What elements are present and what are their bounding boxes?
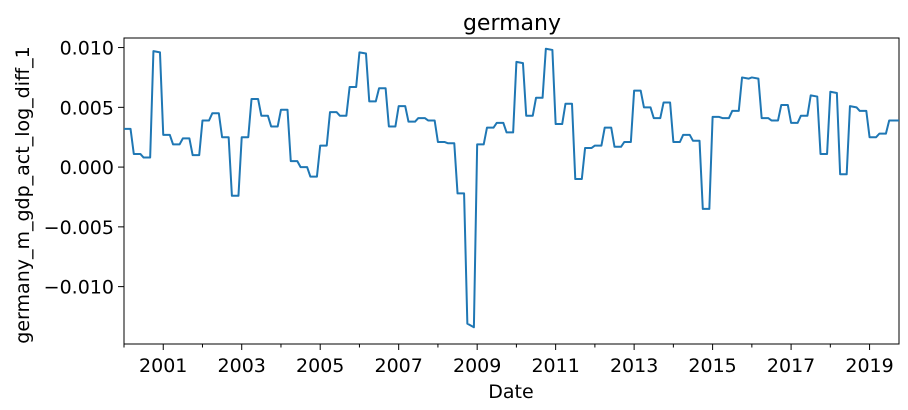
y-tick-label: 0.005: [60, 97, 114, 119]
y-tick-label: 0.000: [60, 157, 114, 179]
series-line-germany: [124, 47, 899, 329]
plot-area: −0.010 −0.005 0.000 0.005 0.010 2001 2003 2005…: [44, 37, 900, 377]
x-tick-label: 2015: [688, 355, 736, 377]
x-tick-label: 2007: [375, 355, 423, 377]
x-tick-label: 2001: [139, 355, 187, 377]
x-tick-label: 2003: [218, 355, 266, 377]
x-tick-label: 2017: [767, 355, 815, 377]
chart-title: germany: [463, 11, 561, 36]
y-tick-label: −0.005: [44, 217, 114, 239]
x-tick-label: 2009: [453, 355, 501, 377]
y-tick-label: −0.010: [44, 277, 114, 299]
y-axis-label: germany_m_gdp_act_log_diff_1: [12, 46, 34, 343]
x-axis-ticks: 2001 2003 2005 2007 2009 2011 2013 2015 2017 2019: [123, 344, 894, 377]
x-tick-label: 2019: [845, 355, 893, 377]
x-tick-label: 2011: [531, 355, 579, 377]
y-tick-label: 0.010: [60, 38, 114, 60]
x-axis-label: Date: [488, 381, 533, 403]
plot-frame: [123, 37, 900, 345]
x-tick-label: 2005: [296, 355, 344, 377]
y-axis-ticks: −0.010 −0.005 0.000 0.005 0.010: [44, 38, 124, 299]
x-tick-label: 2013: [610, 355, 658, 377]
